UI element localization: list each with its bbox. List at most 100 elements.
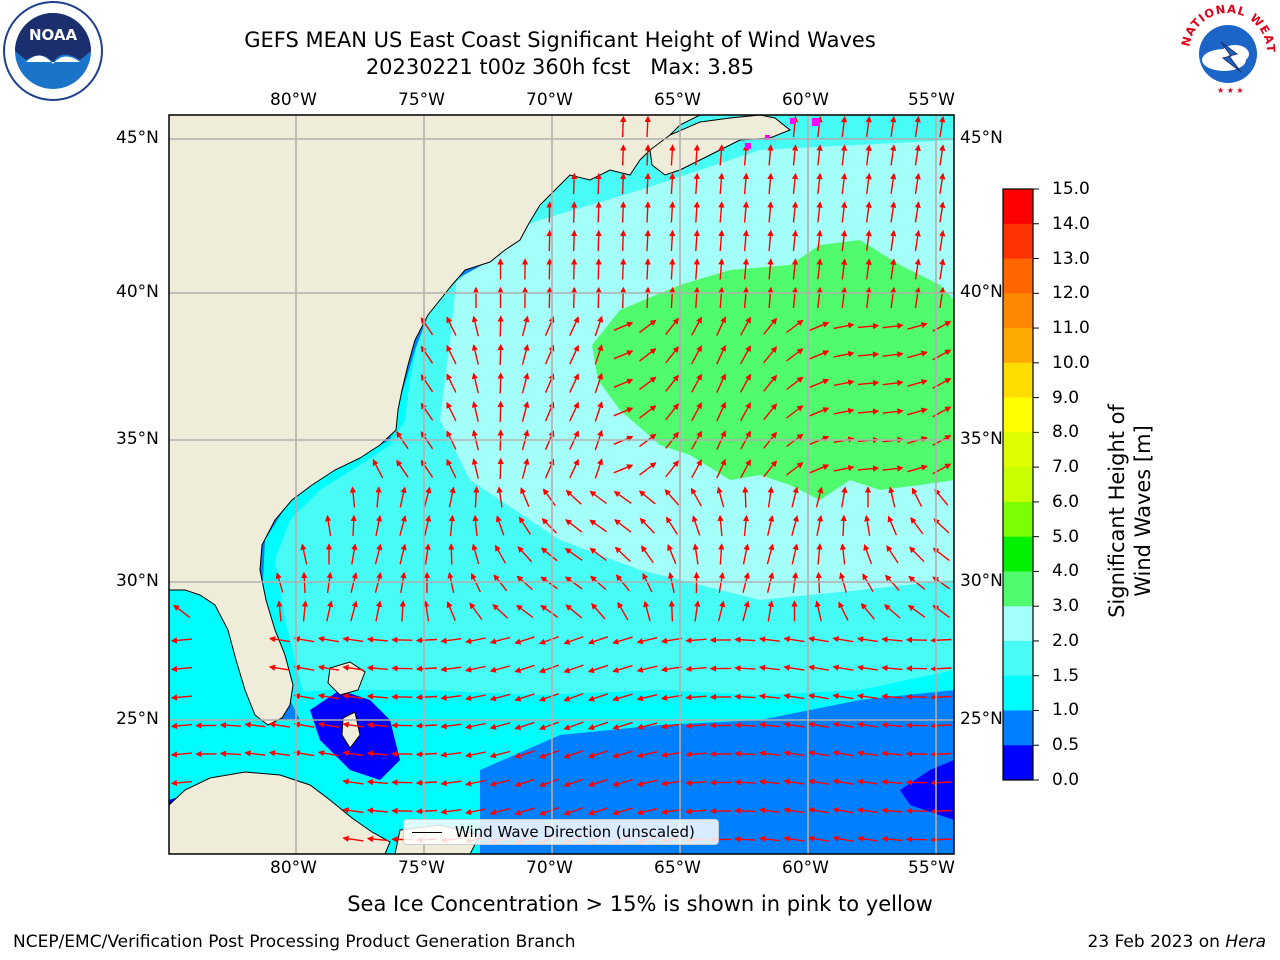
wave-direction-arrow — [170, 665, 193, 673]
wave-direction-arrow — [783, 778, 805, 785]
wave-direction-arrow — [816, 286, 823, 308]
colorbar-segment — [1003, 362, 1033, 399]
land-cuba — [169, 771, 391, 854]
wave-direction-arrow — [862, 573, 874, 593]
wave-direction-arrow — [791, 201, 799, 223]
wave-direction-arrow — [636, 722, 658, 730]
wave-direction-arrow — [571, 201, 578, 223]
wave-direction-arrow — [766, 543, 775, 565]
wave-direction-arrow — [170, 722, 193, 730]
wave-direction-arrow — [930, 779, 952, 786]
wave-direction-arrow — [693, 144, 700, 166]
wave-direction-arrow — [881, 750, 903, 757]
wave-direction-arrow — [494, 544, 507, 564]
wave-direction-arrow — [742, 572, 750, 593]
colorbar-segment — [1003, 710, 1033, 746]
colorbar-tick-label: 1.0 — [1052, 700, 1080, 721]
wave-direction-arrow — [350, 600, 358, 622]
wave-direction-arrow — [665, 516, 678, 535]
wave-direction-arrow — [807, 807, 829, 814]
wave-direction-arrow — [563, 664, 584, 674]
wave-direction-arrow — [423, 600, 430, 622]
wave-direction-arrow — [349, 486, 357, 508]
wave-direction-arrow — [833, 379, 855, 387]
wave-direction-arrow — [857, 465, 880, 472]
wave-direction-arrow — [565, 489, 582, 505]
wave-direction-arrow — [366, 664, 389, 672]
wave-direction-arrow — [464, 694, 486, 702]
wave-direction-arrow — [816, 229, 823, 251]
wave-direction-arrow — [840, 514, 847, 537]
wave-direction-arrow — [910, 516, 924, 535]
wave-direction-arrow — [375, 514, 383, 536]
wave-direction-arrow — [317, 721, 340, 728]
wave-direction-arrow — [939, 286, 946, 309]
wave-direction-arrow — [665, 460, 679, 478]
wave-direction-arrow — [816, 172, 823, 194]
wave-direction-arrow — [758, 636, 780, 643]
wave-direction-arrow — [612, 778, 633, 787]
national-weather-service-logo-icon: NATIONAL WEATHER SERVICE ★ ★ ★ — [1177, 0, 1277, 98]
colorbar-tick-label: 0.0 — [1052, 770, 1080, 790]
colorbar — [1003, 188, 1039, 781]
wave-direction-arrow — [493, 574, 508, 592]
wave-direction-arrow — [816, 258, 823, 280]
wave-direction-arrow — [907, 322, 928, 330]
wave-direction-arrow — [907, 604, 926, 618]
wave-direction-arrow — [740, 373, 751, 393]
wave-direction-arrow — [615, 574, 630, 592]
wave-direction-arrow — [857, 379, 880, 387]
wave-direction-arrow — [833, 407, 855, 415]
wave-direction-arrow — [786, 348, 804, 362]
wave-direction-arrow — [914, 144, 921, 166]
wave-direction-arrow — [718, 571, 725, 593]
wave-direction-arrow — [612, 693, 633, 702]
wave-direction-arrow — [807, 750, 829, 757]
wave-direction-arrow — [540, 604, 559, 618]
wave-direction-arrow — [521, 401, 530, 422]
wave-direction-arrow — [758, 664, 780, 672]
wave-direction-arrow — [423, 486, 432, 508]
wave-direction-arrow — [587, 750, 609, 759]
wave-direction-arrow — [342, 807, 364, 814]
wave-direction-arrow — [907, 379, 928, 387]
wave-direction-arrow — [470, 572, 482, 593]
wave-direction-arrow — [594, 401, 604, 422]
wave-direction-arrow — [840, 229, 848, 251]
wave-direction-arrow — [693, 258, 700, 280]
wave-direction-arrow — [734, 636, 756, 643]
wave-direction-arrow — [767, 286, 774, 309]
wave-direction-arrow — [415, 779, 438, 786]
wave-direction-arrow — [934, 488, 949, 506]
wave-direction-arrow — [693, 286, 700, 309]
wave-direction-arrow — [644, 286, 651, 309]
wave-direction-arrow — [840, 286, 848, 308]
wave-direction-arrow — [396, 459, 409, 478]
wave-direction-arrow — [783, 664, 805, 671]
wave-direction-arrow — [840, 144, 848, 166]
wave-direction-arrow — [890, 144, 897, 166]
wave-direction-arrow — [763, 346, 778, 364]
wave-direction-arrow — [786, 319, 804, 334]
lat-label-left-40n: 40°N — [116, 282, 159, 302]
wave-direction-arrow — [612, 636, 633, 645]
wave-direction-arrow — [244, 721, 266, 729]
wave-direction-arrow — [914, 229, 921, 252]
wave-direction-arrow — [939, 258, 946, 280]
wave-direction-arrow — [832, 807, 854, 814]
wave-direction-arrow — [293, 636, 315, 643]
wave-direction-arrow — [366, 636, 389, 643]
wave-direction-arrow — [514, 721, 535, 731]
wave-direction-arrow — [639, 405, 657, 419]
wave-direction-arrow — [884, 574, 900, 591]
wave-direction-arrow — [742, 258, 750, 280]
wave-direction-arrow — [415, 665, 438, 672]
wave-direction-arrow — [716, 373, 726, 393]
wave-direction-arrow — [669, 286, 676, 309]
wave-direction-arrow — [170, 779, 193, 787]
wave-direction-arrow — [569, 316, 579, 336]
wave-direction-arrow — [807, 693, 829, 700]
wave-direction-arrow — [642, 572, 653, 593]
wave-direction-arrow — [742, 486, 749, 508]
wave-direction-arrow — [742, 600, 750, 622]
